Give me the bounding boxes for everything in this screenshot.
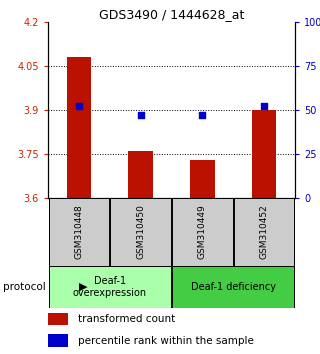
FancyBboxPatch shape: [172, 198, 233, 266]
Bar: [48, 334, 68, 347]
Point: [76, 104, 81, 109]
Bar: [190, 160, 215, 198]
Text: transformed count: transformed count: [78, 314, 175, 324]
Text: GSM310450: GSM310450: [136, 205, 145, 259]
Bar: [48, 313, 68, 325]
FancyBboxPatch shape: [49, 266, 171, 308]
Bar: [128, 151, 153, 198]
Text: Deaf-1
overexpression: Deaf-1 overexpression: [73, 276, 147, 298]
FancyBboxPatch shape: [172, 266, 294, 308]
Bar: [67, 57, 91, 198]
Text: GSM310452: GSM310452: [260, 205, 268, 259]
Text: GSM310448: GSM310448: [74, 205, 84, 259]
Point: [138, 113, 143, 118]
Point: [200, 113, 205, 118]
Text: protocol: protocol: [3, 282, 46, 292]
Bar: [252, 110, 276, 198]
Point: [261, 104, 267, 109]
FancyBboxPatch shape: [110, 198, 171, 266]
Text: percentile rank within the sample: percentile rank within the sample: [78, 336, 253, 346]
FancyBboxPatch shape: [49, 198, 109, 266]
Text: ▶: ▶: [79, 282, 87, 292]
Text: Deaf-1 deficiency: Deaf-1 deficiency: [191, 282, 276, 292]
FancyBboxPatch shape: [234, 198, 294, 266]
Title: GDS3490 / 1444628_at: GDS3490 / 1444628_at: [99, 8, 244, 21]
Text: GSM310449: GSM310449: [198, 205, 207, 259]
